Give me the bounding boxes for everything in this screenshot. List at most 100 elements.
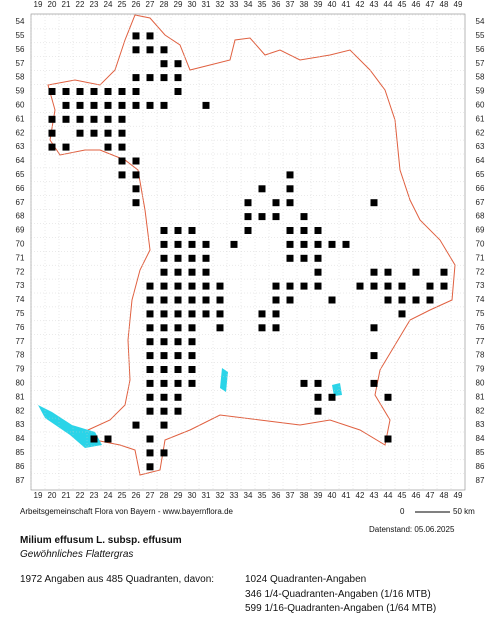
occurrence xyxy=(370,379,378,387)
occurrence xyxy=(188,338,196,346)
occurrence xyxy=(160,338,168,346)
occurrence xyxy=(90,435,98,443)
column-label: 19 xyxy=(34,0,43,9)
occurrence xyxy=(440,268,448,276)
row-label: 56 xyxy=(16,45,25,54)
row-label: 66 xyxy=(476,184,485,193)
occurrence xyxy=(146,407,154,415)
occurrence xyxy=(188,227,196,234)
row-label: 81 xyxy=(476,392,485,401)
occurrence xyxy=(132,101,140,109)
occurrence xyxy=(426,282,434,290)
column-label: 27 xyxy=(146,0,155,9)
occurrence xyxy=(174,310,182,318)
row-label: 84 xyxy=(476,434,485,443)
occurrence xyxy=(76,88,84,95)
occurrence xyxy=(132,46,140,54)
column-label: 47 xyxy=(426,0,435,9)
occurrence xyxy=(146,74,154,82)
row-label: 54 xyxy=(16,17,25,26)
occurrence xyxy=(132,74,140,82)
column-label: 35 xyxy=(258,491,267,500)
occurrence xyxy=(160,296,168,304)
occurrence xyxy=(146,324,154,332)
row-label: 73 xyxy=(476,281,485,290)
column-label: 45 xyxy=(398,491,407,500)
occurrence xyxy=(300,240,308,248)
occurrence xyxy=(188,254,196,262)
occurrence xyxy=(174,407,182,415)
common-name: Gewöhnliches Flattergras xyxy=(20,549,134,560)
occurrence xyxy=(188,324,196,332)
row-label: 60 xyxy=(476,101,485,110)
row-label: 63 xyxy=(476,142,485,151)
row-label: 61 xyxy=(476,114,485,123)
occurrence xyxy=(160,282,168,290)
occurrence xyxy=(160,74,168,82)
column-label: 40 xyxy=(328,0,337,9)
occurrence xyxy=(440,282,448,290)
column-label: 37 xyxy=(286,491,295,500)
occurrence xyxy=(314,240,322,248)
occurrence xyxy=(160,227,168,234)
row-label: 67 xyxy=(16,198,25,207)
occurrence xyxy=(286,185,294,193)
occurrence xyxy=(132,171,140,179)
column-label: 23 xyxy=(90,491,99,500)
occurrence xyxy=(160,101,168,109)
occurrence xyxy=(48,129,56,137)
row-label: 75 xyxy=(16,309,25,318)
column-label: 44 xyxy=(384,491,393,500)
occurrence xyxy=(314,282,322,290)
occurrence xyxy=(146,296,154,304)
occurrence xyxy=(286,254,294,262)
occurrence xyxy=(216,310,224,318)
occurrence xyxy=(342,240,350,248)
row-label: 87 xyxy=(476,476,485,485)
row-label: 85 xyxy=(476,448,485,457)
occurrence xyxy=(202,310,210,318)
column-label: 27 xyxy=(146,491,155,500)
row-label: 82 xyxy=(476,406,485,415)
occurrence xyxy=(146,32,154,40)
row-label: 78 xyxy=(476,351,485,360)
occurrence xyxy=(146,310,154,318)
occurrence xyxy=(314,268,322,276)
occurrence xyxy=(174,88,182,95)
occurrence xyxy=(370,352,378,360)
column-label: 33 xyxy=(230,0,239,9)
row-label: 83 xyxy=(476,420,485,429)
column-label: 42 xyxy=(356,0,365,9)
occurrence xyxy=(216,282,224,290)
occurrence xyxy=(384,268,392,276)
row-label: 66 xyxy=(16,184,25,193)
column-label: 20 xyxy=(48,491,57,500)
row-label: 65 xyxy=(16,170,25,179)
occurrence xyxy=(132,32,140,40)
occurrence xyxy=(160,393,168,401)
occurrence xyxy=(146,379,154,387)
occurrence xyxy=(398,310,406,318)
occurrence xyxy=(174,74,182,82)
column-label: 39 xyxy=(314,491,323,500)
occurrence xyxy=(286,227,294,234)
row-label: 69 xyxy=(476,226,485,235)
column-label: 48 xyxy=(440,491,449,500)
occurrence xyxy=(104,143,112,151)
column-label: 19 xyxy=(34,491,43,500)
column-label: 31 xyxy=(202,491,211,500)
row-label: 75 xyxy=(476,309,485,318)
row-label: 71 xyxy=(16,253,25,262)
column-label: 34 xyxy=(244,0,253,9)
occurrence xyxy=(174,352,182,360)
occurrence xyxy=(146,393,154,401)
occurrence xyxy=(384,282,392,290)
row-label: 86 xyxy=(16,462,25,471)
column-label: 30 xyxy=(188,491,197,500)
row-label: 79 xyxy=(16,365,25,374)
occurrence xyxy=(160,421,168,429)
occurrence xyxy=(160,449,168,457)
row-label: 74 xyxy=(476,295,485,304)
occurrence xyxy=(286,171,294,179)
